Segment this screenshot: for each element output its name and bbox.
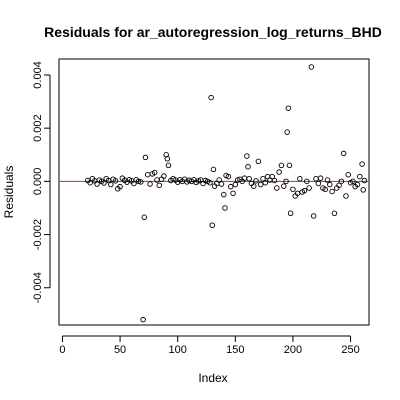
x-tick-label: 50: [114, 344, 126, 356]
residual-point: [269, 173, 275, 180]
residual-point: [357, 173, 363, 180]
y-tick-label: 0.002: [32, 114, 44, 142]
residual-point: [271, 177, 278, 184]
residual-point: [147, 181, 153, 187]
y-tick-label: 0.000: [32, 168, 44, 196]
residual-point: [308, 64, 315, 70]
residual-point: [244, 153, 250, 159]
residual-point: [161, 173, 167, 179]
residual-point: [338, 178, 345, 185]
residual-point: [251, 183, 257, 189]
residual-point: [306, 185, 312, 191]
residual-point: [142, 154, 149, 161]
residual-point: [286, 162, 293, 169]
residual-point: [327, 181, 333, 188]
residual-point: [322, 186, 328, 193]
x-tick-label: 250: [341, 344, 359, 356]
residual-point: [304, 178, 310, 185]
residual-point: [359, 161, 365, 167]
residual-point: [112, 178, 119, 184]
x-tick-label: 200: [284, 344, 302, 356]
residual-point: [343, 193, 349, 199]
residual-point: [278, 162, 285, 169]
residual-point: [310, 213, 317, 219]
residual-point: [262, 179, 269, 186]
residual-point: [350, 178, 356, 185]
residual-point: [108, 181, 114, 188]
residual-point: [144, 171, 151, 178]
x-tick-label: 150: [226, 344, 244, 356]
residual-point: [297, 175, 303, 182]
residual-point: [324, 177, 331, 183]
residual-point: [222, 205, 228, 211]
residual-point: [329, 188, 335, 195]
residual-point: [87, 179, 93, 186]
residual-point: [140, 316, 146, 323]
residual-point: [117, 183, 123, 190]
residual-point: [284, 129, 290, 135]
y-tick-label: 0.004: [32, 61, 44, 89]
residual-point: [135, 178, 142, 185]
residual-point: [101, 180, 107, 186]
residual-point: [255, 158, 262, 165]
residual-point: [361, 177, 368, 184]
residual-point: [345, 171, 352, 178]
residual-point: [164, 155, 171, 162]
residual-point: [246, 175, 252, 182]
residual-point: [301, 187, 308, 194]
x-axis: 0 50 100 150 200 250: [59, 335, 360, 356]
residual-point: [245, 163, 251, 170]
residual-point: [253, 178, 259, 184]
residual-point: [287, 210, 294, 217]
residual-point: [209, 222, 216, 228]
y-tick-label: -0.002: [32, 219, 44, 250]
residual-point: [336, 182, 342, 189]
residual-point: [280, 183, 287, 189]
residual-point: [218, 181, 225, 187]
y-axis-label: Residuals: [2, 166, 16, 219]
residual-point: [290, 186, 296, 193]
chart-title: Residuals for ar_autoregression_log_retu…: [44, 24, 382, 40]
residual-points: [85, 64, 368, 323]
residual-point: [221, 191, 227, 198]
residual-point: [241, 175, 248, 181]
residual-point: [202, 177, 209, 184]
residual-point: [210, 166, 217, 173]
residual-point: [156, 182, 163, 189]
residual-point: [260, 175, 266, 182]
y-tick-label: -0.004: [32, 272, 44, 303]
residual-point: [230, 190, 236, 197]
residual-point: [276, 169, 282, 175]
residual-point: [274, 185, 280, 191]
residual-point: [331, 210, 338, 217]
residual-point: [94, 181, 100, 187]
x-tick-label: 100: [169, 344, 187, 356]
residual-point: [317, 175, 324, 181]
residual-point: [285, 105, 292, 111]
residual-point: [151, 169, 158, 176]
residual-point: [232, 181, 239, 188]
residual-point: [141, 214, 148, 221]
residual-point: [313, 175, 319, 182]
residual-point: [207, 179, 213, 186]
residual-point: [227, 183, 234, 190]
residual-point: [165, 162, 172, 169]
residual-point: [138, 179, 144, 185]
y-axis: -0.004 -0.002 0.000 0.002 0.004: [32, 61, 51, 303]
x-tick-label: 0: [59, 344, 65, 356]
residual-point: [360, 187, 366, 193]
residual-point: [315, 180, 322, 187]
residual-point: [354, 181, 361, 188]
residual-point: [257, 181, 264, 188]
residual-point: [158, 176, 165, 182]
residual-point: [216, 177, 222, 183]
residual-point: [340, 150, 347, 157]
residual-point: [225, 173, 232, 180]
residual-point: [208, 94, 214, 101]
plot-frame: [58, 58, 370, 326]
x-axis-label: Index: [198, 371, 227, 385]
residual-point: [195, 178, 202, 184]
residual-point: [283, 178, 289, 185]
